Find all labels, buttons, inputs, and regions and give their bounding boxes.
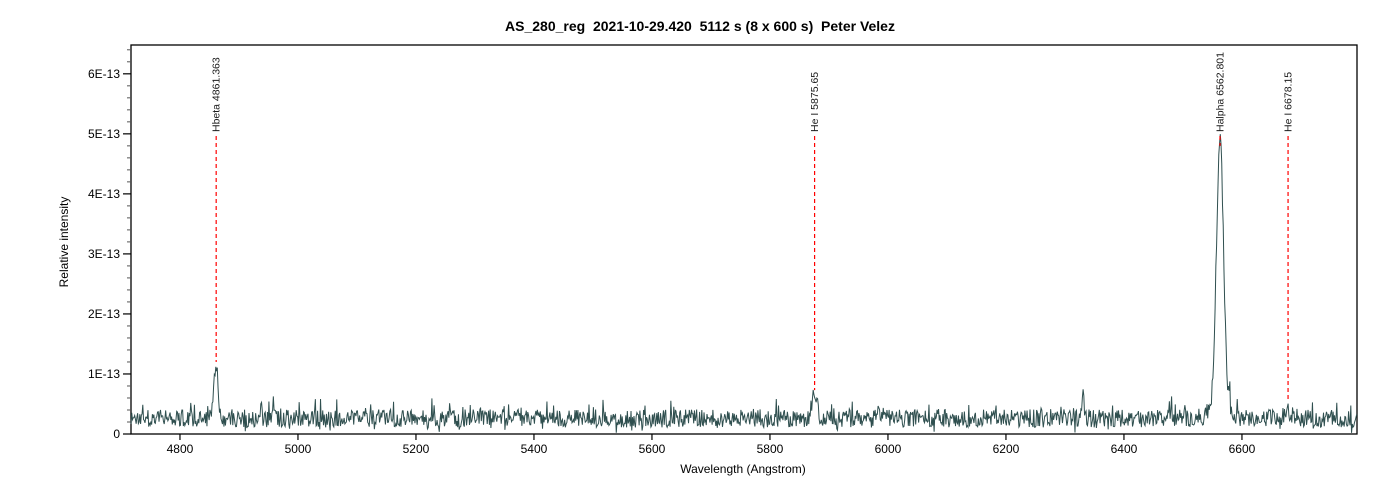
y-axis-label: Relative intensity (57, 196, 71, 288)
spectrum-trace (130, 134, 1358, 433)
y-tick-label: 1E-13 (88, 367, 120, 381)
x-tick-label: 4800 (167, 442, 194, 456)
y-tick-label: 0 (113, 427, 120, 441)
y-tick-label: 3E-13 (88, 247, 120, 261)
x-tick-label: 5000 (285, 442, 312, 456)
y-tick-label: 2E-13 (88, 307, 120, 321)
chart-title: AS_280_reg 2021-10-29.420 5112 s (8 x 60… (505, 18, 895, 34)
spectral-line-label: He I 5875.65 (809, 72, 821, 132)
plot-frame (130, 44, 1358, 435)
x-tick-label: 5800 (757, 442, 784, 456)
x-tick-label: 6400 (1111, 442, 1138, 456)
x-tick-label: 6000 (875, 442, 902, 456)
x-tick-label: 5600 (639, 442, 666, 456)
x-tick-label: 6200 (993, 442, 1020, 456)
spectral-line-label: He I 6678.15 (1282, 72, 1294, 132)
spectral-line-label: Hbeta 4861.363 (211, 57, 223, 132)
x-tick-label: 6600 (1229, 442, 1256, 456)
spectral-line-label: Halpha 6562.801 (1214, 52, 1226, 132)
x-tick-label: 5200 (403, 442, 430, 456)
y-tick-label: 5E-13 (88, 127, 120, 141)
x-axis-label: Wavelength (Angstrom) (680, 462, 806, 476)
y-tick-label: 6E-13 (88, 67, 120, 81)
y-tick-label: 4E-13 (88, 187, 120, 201)
x-tick-label: 5400 (521, 442, 548, 456)
